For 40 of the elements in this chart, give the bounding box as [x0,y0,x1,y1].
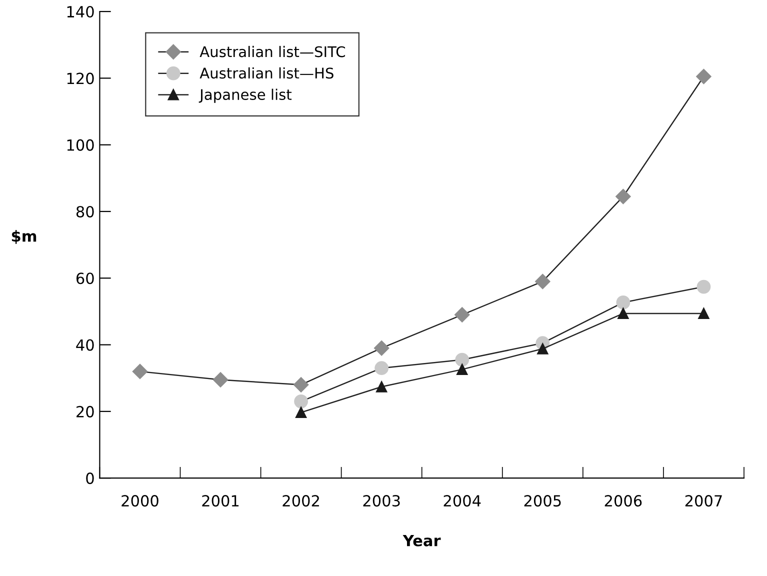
legend-label: Australian list—HS [200,67,334,79]
point [535,274,550,290]
point [454,307,470,322]
x-axis-title: Year [402,535,441,546]
y-tick-label: 0 [86,472,94,484]
y-axis-title: $m [12,230,36,244]
point [294,394,308,408]
point [696,68,712,84]
point [618,308,629,320]
y-tick-label: 40 [76,339,94,351]
x-tick-label: 2000 [122,495,158,507]
x-tick-label: 2002 [282,495,319,507]
x-tick-label: 2003 [363,495,400,507]
point [616,296,630,310]
y-tick-label: 80 [76,206,94,218]
point [696,280,711,294]
point [374,340,390,356]
x-tick-label: 2007 [685,495,722,507]
y-tick-label: 20 [76,406,94,418]
y-tick-label: 140 [67,6,94,18]
x-tick-label: 2005 [524,495,561,507]
point [455,352,470,367]
point [212,372,228,388]
point [616,188,631,204]
point [698,308,710,320]
point [456,364,468,375]
y-tick-label: 60 [76,272,94,284]
point [295,406,307,418]
point [132,364,148,380]
y-tick-label: 120 [67,72,94,84]
x-tick-label: 2004 [444,495,481,507]
point [293,377,309,392]
x-tick-label: 2006 [604,495,642,507]
y-tick-label: 100 [67,139,94,151]
legend-label: Japanese list [198,88,292,103]
x-tick-label: 2001 [202,495,239,507]
legend-label: Australian list—SITC [200,46,346,58]
point [376,381,388,392]
point [537,343,548,354]
point [374,361,389,376]
